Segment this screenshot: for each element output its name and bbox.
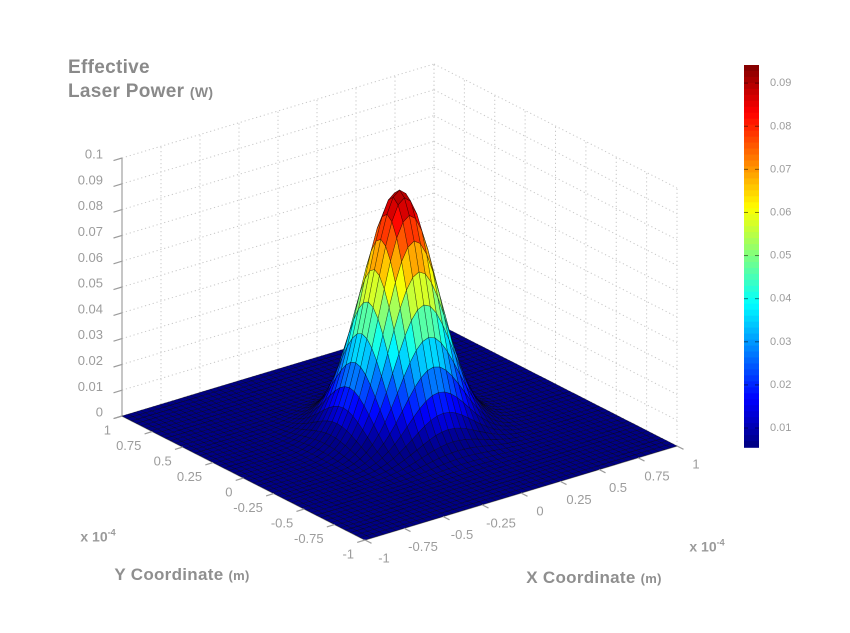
y-axis-unit: (m)	[228, 568, 250, 583]
x-axis-label-text: X Coordinate	[526, 568, 636, 587]
y-axis-label: Y Coordinate (m)	[114, 565, 249, 585]
chart-title-line2-text: Laser Power	[68, 81, 185, 102]
x-axis-multiplier-exp: -4	[716, 537, 725, 548]
chart-title: Effective Laser Power (W)	[68, 56, 213, 104]
y-axis-multiplier-exp: -4	[107, 527, 116, 538]
chart-title-unit: (W)	[189, 84, 214, 100]
x-axis-multiplier: x 10-4	[689, 538, 724, 555]
chart-title-line1: Effective	[68, 57, 150, 78]
chart-title-line2: Laser Power (W)	[68, 80, 213, 104]
y-axis-multiplier-base: x 10	[80, 528, 108, 545]
y-axis-label-text: Y Coordinate	[114, 565, 224, 584]
x-axis-unit: (m)	[640, 571, 662, 586]
x-axis-label: X Coordinate (m)	[526, 568, 662, 588]
x-axis-multiplier-base: x 10	[689, 538, 717, 555]
y-axis-multiplier: x 10-4	[80, 528, 115, 545]
